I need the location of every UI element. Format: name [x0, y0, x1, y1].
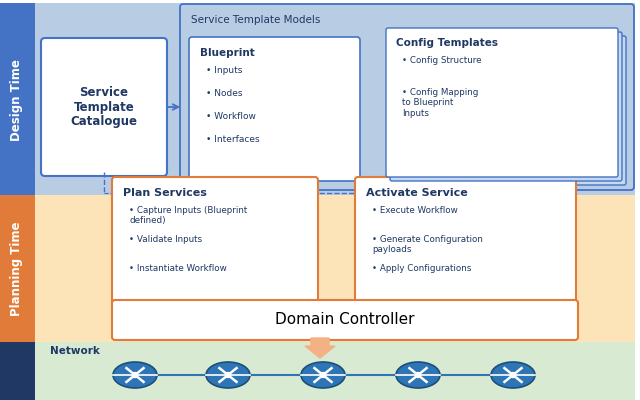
Text: • Interfaces: • Interfaces: [206, 135, 260, 144]
FancyBboxPatch shape: [386, 28, 618, 177]
Text: • Workflow: • Workflow: [206, 112, 256, 121]
FancyBboxPatch shape: [390, 32, 622, 181]
Circle shape: [225, 372, 230, 378]
FancyArrow shape: [305, 338, 335, 358]
Ellipse shape: [301, 362, 345, 388]
FancyBboxPatch shape: [41, 38, 167, 176]
Bar: [35, 3, 635, 195]
Text: Config Templates: Config Templates: [396, 38, 498, 48]
Text: Design Time: Design Time: [10, 59, 24, 141]
FancyBboxPatch shape: [394, 36, 626, 185]
FancyBboxPatch shape: [112, 300, 578, 340]
Text: • Validate Inputs: • Validate Inputs: [129, 235, 202, 244]
Text: • Nodes: • Nodes: [206, 89, 243, 98]
Text: Activate Service: Activate Service: [366, 188, 468, 198]
Ellipse shape: [396, 362, 440, 388]
Ellipse shape: [113, 362, 157, 388]
Bar: [0, 342, 35, 400]
Text: • Inputs: • Inputs: [206, 66, 243, 75]
FancyBboxPatch shape: [180, 4, 634, 190]
Bar: [35, 342, 635, 400]
Text: • Apply Configurations: • Apply Configurations: [372, 264, 472, 273]
FancyBboxPatch shape: [189, 37, 360, 181]
Text: Planning Time: Planning Time: [10, 222, 24, 316]
FancyBboxPatch shape: [355, 177, 576, 303]
Bar: [0, 3, 35, 195]
Text: • Config Structure: • Config Structure: [402, 56, 481, 65]
Text: Plan Services: Plan Services: [123, 188, 207, 198]
Ellipse shape: [206, 362, 250, 388]
Text: Domain Controller: Domain Controller: [275, 312, 415, 328]
Bar: [0, 195, 35, 342]
Text: Network: Network: [50, 346, 100, 356]
Text: Blueprint: Blueprint: [200, 48, 255, 58]
Text: • Generate Configuration
payloads: • Generate Configuration payloads: [372, 235, 483, 254]
Text: Service
Template
Catalogue: Service Template Catalogue: [70, 86, 138, 128]
Circle shape: [415, 372, 420, 378]
Text: Service Template Models: Service Template Models: [191, 15, 321, 25]
Text: • Config Mapping
to Blueprint
Inputs: • Config Mapping to Blueprint Inputs: [402, 88, 478, 118]
Bar: [35, 195, 635, 342]
Circle shape: [321, 372, 326, 378]
FancyBboxPatch shape: [112, 177, 318, 303]
Circle shape: [511, 372, 515, 378]
Ellipse shape: [491, 362, 535, 388]
Circle shape: [132, 372, 138, 378]
Text: • Instantiate Workflow: • Instantiate Workflow: [129, 264, 227, 273]
Text: • Execute Workflow: • Execute Workflow: [372, 206, 458, 215]
Text: • Capture Inputs (Blueprint
defined): • Capture Inputs (Blueprint defined): [129, 206, 247, 226]
